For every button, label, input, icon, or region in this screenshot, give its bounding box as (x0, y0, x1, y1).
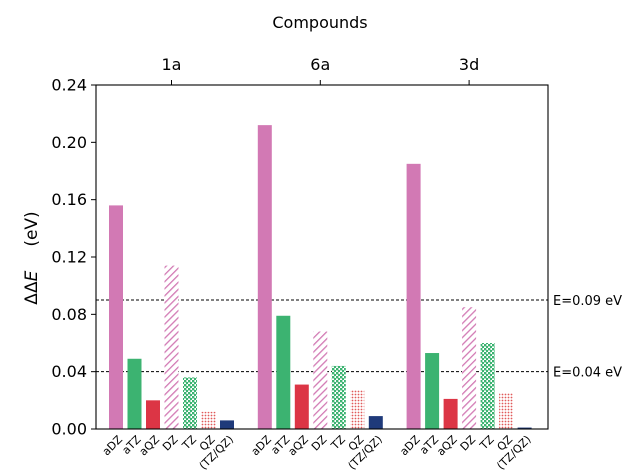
bar-qz-1 (350, 390, 365, 429)
bar-aqz-0 (146, 400, 160, 429)
bar-atz-0 (127, 358, 142, 429)
bar-atz-2 (425, 353, 440, 429)
y-tick-label-1: 0.04 (51, 362, 87, 381)
y-axis-label-var: E (22, 270, 42, 281)
svg-text:ΔΔE(eV): ΔΔE (eV) (22, 211, 42, 304)
bar-adz-2 (406, 163, 421, 430)
bar-qz-2 (499, 393, 514, 429)
bar-aqz-1 (294, 384, 309, 429)
method-label-2-2: aQZ (434, 433, 460, 459)
axes-frame (95, 84, 549, 430)
reference-line-label-0: E=0.09 eV (553, 294, 622, 309)
bar-qz-0 (201, 411, 216, 429)
bar-tz-2 (480, 343, 495, 429)
bar-dz-1 (313, 331, 328, 429)
y-tick-label-5: 0.20 (51, 133, 87, 152)
method-label-4-1: TZ (328, 433, 348, 453)
y-axis-label-unit: (eV) (22, 211, 42, 246)
bar-tz-0 (183, 377, 197, 429)
method-label-2-1: aQZ (286, 433, 312, 459)
y-tick-label-3: 0.12 (51, 248, 87, 267)
y-tick-label-6: 0.24 (51, 76, 87, 95)
y-axis-label: ΔΔE (eV) (22, 211, 42, 304)
category-label-1: 6a (310, 55, 330, 74)
method-label-2-0: aQZ (137, 433, 163, 459)
bar-dz-0 (164, 265, 179, 429)
bar-aqz-2 (443, 398, 458, 429)
bar-atz-1 (276, 315, 291, 429)
category-label-0: 1a (162, 55, 182, 74)
bar-tz-1 (331, 365, 346, 429)
bar-tzqz-2 (517, 427, 532, 429)
method-label-4-2: TZ (477, 433, 497, 453)
plot-area: 0.00 0.04 0.08 0.12 0.16 0.20 0.24 E=0.09 eV E=0… (51, 55, 622, 470)
method-label-4-0: TZ (179, 433, 199, 453)
y-tick-label-0: 0.00 (51, 420, 87, 439)
y-tick-label-4: 0.16 (51, 190, 87, 209)
reference-line-label-1: E=0.04 eV (553, 366, 622, 381)
y-tick-label-2: 0.08 (51, 305, 87, 324)
method-label-3-2: DZ (458, 433, 479, 454)
method-label-3-1: DZ (309, 433, 330, 454)
y-axis-label-main: ΔΔ (22, 281, 42, 305)
bar-tzqz-1 (368, 416, 383, 429)
method-label-3-0: DZ (160, 433, 181, 454)
bar-tzqz-0 (220, 420, 234, 429)
bar-adz-1 (257, 125, 272, 429)
chart-title: Compounds (272, 13, 367, 32)
bar-dz-2 (462, 307, 477, 429)
bar-adz-0 (109, 205, 123, 429)
category-label-2: 3d (459, 55, 479, 74)
